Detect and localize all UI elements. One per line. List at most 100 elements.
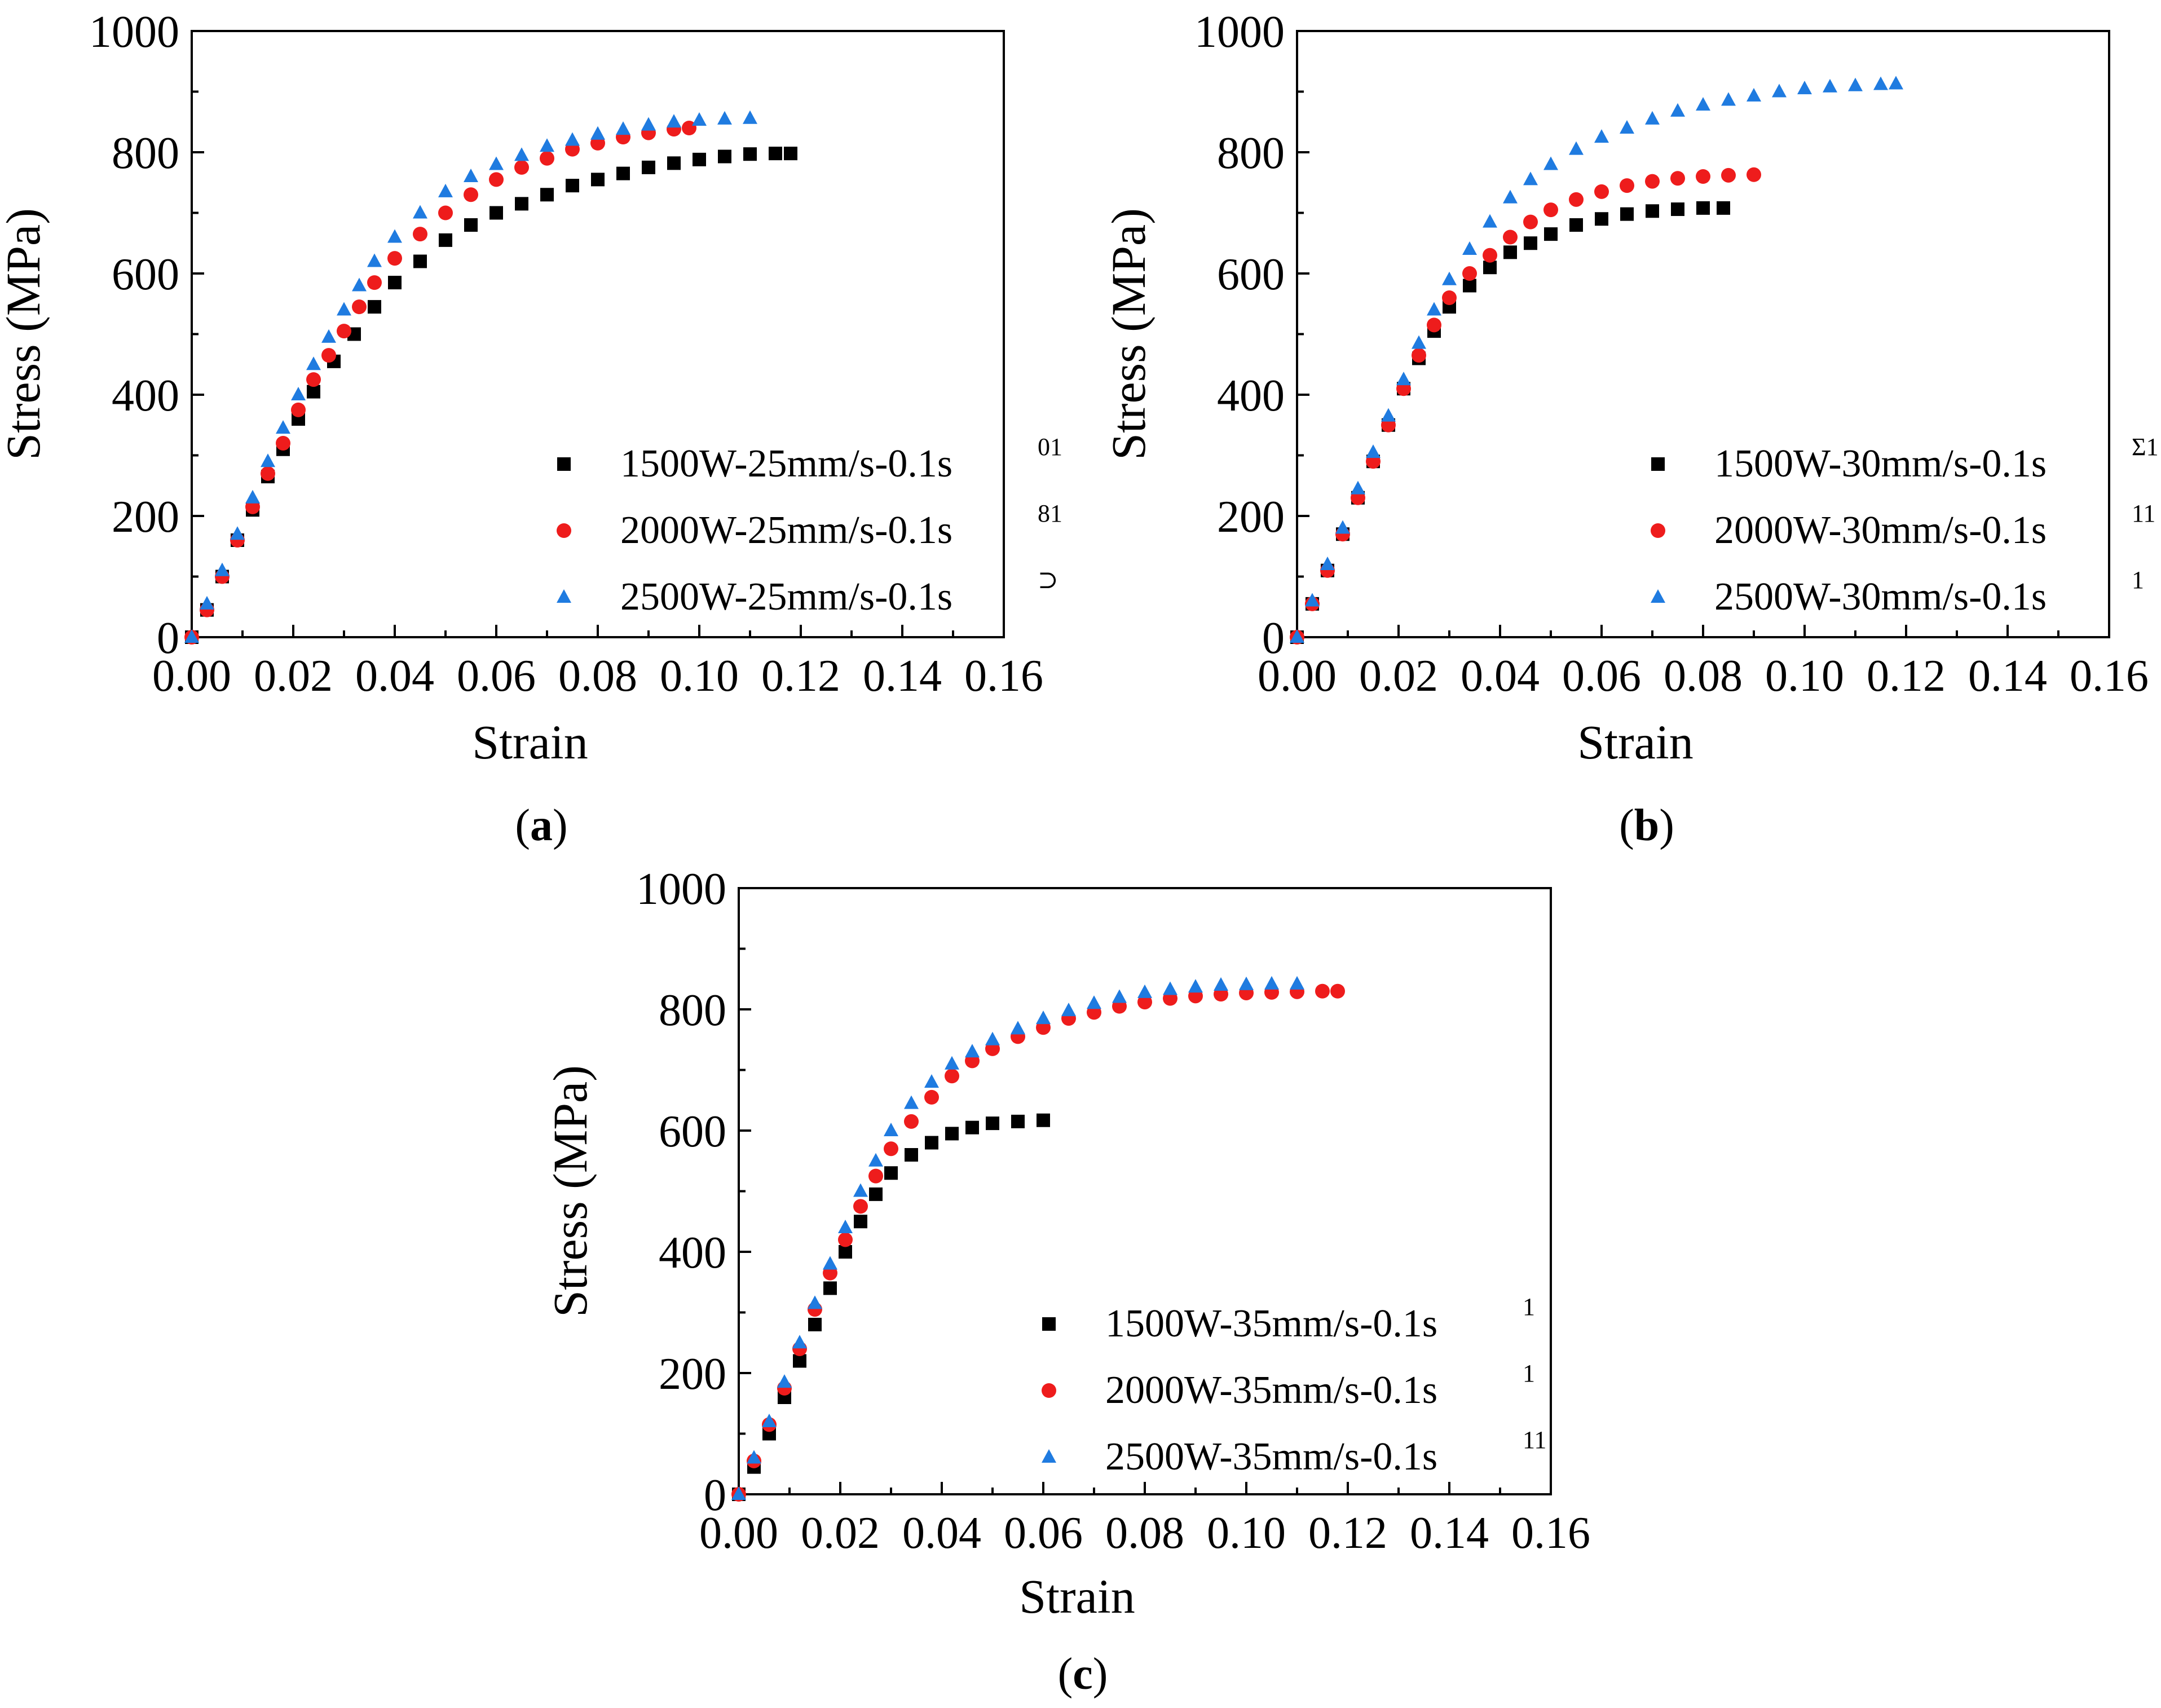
data-point: [1595, 212, 1608, 226]
data-point: [905, 1148, 918, 1162]
data-point: [853, 1183, 868, 1197]
series-triangle: [184, 110, 757, 643]
data-point: [1442, 290, 1457, 305]
data-point: [904, 1095, 919, 1109]
data-point: [1696, 97, 1710, 111]
legend-label: 2000W-30mm/s-0.1s: [1714, 509, 2047, 552]
data-point: [439, 233, 452, 247]
data-point: [540, 151, 554, 166]
data-point: [1320, 557, 1335, 570]
panel-label: (b): [1619, 801, 1674, 850]
data-point: [793, 1354, 806, 1368]
legend-superscript: 81: [1038, 500, 1062, 527]
legend-label: 1500W-30mm/s-0.1s: [1714, 442, 2047, 486]
legend-marker: [1042, 1317, 1056, 1331]
data-point: [1163, 981, 1177, 995]
data-point: [986, 1116, 999, 1131]
data-point: [464, 218, 478, 232]
x-tick-label: 0.16: [964, 651, 1043, 701]
y-tick-label: 600: [112, 250, 179, 299]
data-point: [438, 183, 453, 197]
data-point: [1290, 629, 1304, 643]
data-point: [693, 152, 706, 166]
data-point: [945, 1127, 959, 1141]
data-point: [945, 1069, 959, 1084]
series-triangle: [731, 976, 1304, 1500]
data-point: [667, 114, 681, 128]
data-point: [1523, 171, 1538, 186]
x-tick-label: 0.02: [254, 651, 333, 701]
data-point: [838, 1232, 853, 1247]
data-point: [1427, 302, 1441, 316]
data-point: [1112, 989, 1127, 1003]
data-point: [1645, 111, 1660, 125]
legend-marker: [1651, 589, 1665, 603]
data-point: [616, 166, 630, 180]
data-point: [200, 595, 214, 610]
data-point: [1427, 317, 1441, 333]
x-tick-label: 0.00: [1258, 651, 1337, 701]
x-tick-label: 0.16: [2070, 651, 2149, 701]
data-point: [1011, 1114, 1025, 1128]
data-point: [515, 197, 528, 211]
data-point: [1412, 348, 1426, 363]
data-point: [1646, 204, 1659, 218]
data-point: [1087, 995, 1101, 1009]
data-point: [306, 356, 321, 370]
data-point: [489, 156, 504, 170]
x-tick-label: 0.14: [1410, 1508, 1489, 1558]
data-point: [1381, 408, 1396, 422]
data-point: [1315, 983, 1330, 999]
data-point: [438, 205, 453, 220]
x-tick-label: 0.04: [1461, 651, 1540, 701]
y-tick-label: 800: [1217, 129, 1285, 178]
data-point: [1594, 129, 1609, 143]
x-tick-label: 0.02: [801, 1508, 880, 1558]
x-tick-label: 0.12: [1308, 1508, 1387, 1558]
data-point: [1442, 271, 1457, 285]
data-point: [1483, 214, 1497, 228]
data-point: [337, 324, 351, 339]
legend-superscript: Σ1: [2132, 433, 2159, 461]
legend-superscript: 11: [2132, 500, 2155, 527]
x-tick-label: 0.08: [558, 651, 637, 701]
data-point: [566, 179, 579, 193]
data-point: [743, 147, 757, 161]
data-point: [717, 111, 732, 125]
data-point: [1717, 201, 1730, 215]
x-tick-label: 0.10: [1765, 651, 1844, 701]
data-point: [747, 1450, 761, 1464]
data-point: [945, 1056, 959, 1070]
data-point: [367, 253, 382, 267]
data-point: [884, 1141, 898, 1157]
legend-marker: [1651, 523, 1665, 538]
x-axis-title: Strain: [472, 715, 588, 769]
data-point: [368, 300, 381, 314]
data-point: [1462, 241, 1477, 255]
y-tick-label: 400: [659, 1228, 726, 1278]
data-point: [965, 1120, 979, 1135]
data-point: [1351, 480, 1365, 495]
data-point: [387, 251, 402, 266]
data-point: [388, 276, 402, 290]
data-point: [387, 229, 402, 243]
series-circle: [184, 121, 696, 645]
data-point: [924, 1074, 939, 1088]
legend-label: 2500W-35mm/s-0.1s: [1105, 1435, 1437, 1478]
chart-panel-b: 0.00 0.02 0.04 0.06 0.08 0.10 0.12 0.14 0.16 0 200…: [1101, 7, 2159, 850]
y-tick-label: 800: [659, 986, 726, 1035]
data-point: [1620, 120, 1634, 134]
x-axis-title: Strain: [1019, 1569, 1135, 1623]
legend-label: 2500W-25mm/s-0.1s: [620, 575, 952, 619]
data-point: [784, 147, 797, 161]
x-tick-label: 0.14: [863, 651, 942, 701]
data-point: [1462, 266, 1477, 281]
data-point: [1036, 1010, 1051, 1025]
data-point: [1524, 236, 1537, 250]
y-tick-label: 200: [1217, 492, 1285, 542]
y-axis-title: Stress (MPa): [0, 208, 50, 460]
data-point: [1061, 1003, 1076, 1017]
legend-superscript: ⊃: [1038, 566, 1059, 594]
data-point: [641, 117, 656, 131]
